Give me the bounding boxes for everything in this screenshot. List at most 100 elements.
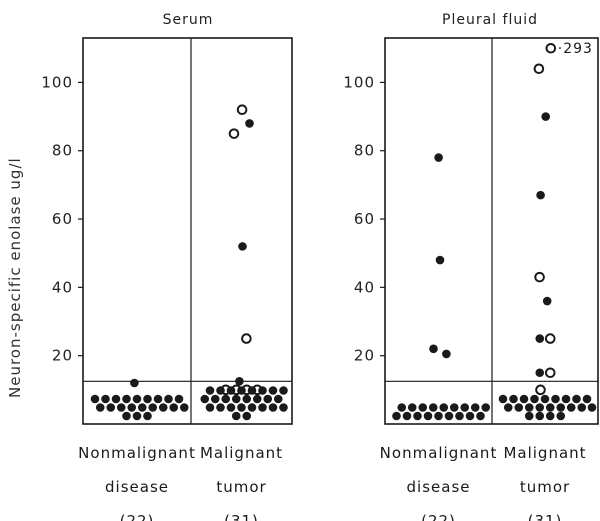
panel1-point-below-cutoff xyxy=(111,394,121,404)
panel2-point-below-cutoff xyxy=(572,394,581,404)
panel2-ytick-label: 100 xyxy=(343,73,375,91)
panel2-point-below-cutoff xyxy=(524,403,534,412)
panel1-category-label: disease xyxy=(105,478,169,496)
panel1-point-below-cutoff xyxy=(205,403,215,412)
panel1-ytick-label: 80 xyxy=(52,142,73,160)
panel1-point-filled xyxy=(130,378,139,388)
panel2-point-below-cutoff xyxy=(392,411,401,421)
panel1-point-below-cutoff xyxy=(216,403,225,412)
panel2-point-below-cutoff xyxy=(530,394,539,404)
panel2-point-filled xyxy=(429,344,438,354)
panel1-point-below-cutoff xyxy=(258,403,267,412)
panel2-point-below-cutoff xyxy=(545,403,555,412)
panel2-point-filled xyxy=(435,255,445,265)
panel2-point-below-cutoff xyxy=(587,403,597,412)
panel1-ytick-label: 100 xyxy=(41,73,73,91)
panel1-point-below-cutoff xyxy=(127,403,137,412)
panel2-point-below-cutoff xyxy=(397,403,407,412)
panel2-point-filled xyxy=(542,296,552,306)
panel2-point-below-cutoff xyxy=(551,394,560,404)
panel2-point-below-cutoff xyxy=(413,411,422,421)
panel2-category-label: disease xyxy=(407,478,471,496)
panel1-point-below-cutoff xyxy=(273,394,283,404)
panel1-point-below-cutoff xyxy=(148,403,158,412)
panel2-category-label: tumor xyxy=(520,478,570,496)
panel2-point-below-cutoff xyxy=(460,403,470,412)
panel2-point-below-cutoff xyxy=(509,394,518,404)
panel1-point-below-cutoff xyxy=(237,403,246,412)
panel1-point-below-cutoff xyxy=(247,386,257,395)
panel2-point-below-cutoff xyxy=(455,411,464,421)
panel2-point-below-cutoff xyxy=(498,394,508,404)
panel1-point-open xyxy=(241,333,252,344)
panel2-category-label: Nonmalignant xyxy=(380,444,498,462)
panel2-category-label: (22) xyxy=(421,512,456,521)
panel1-category-label: (22) xyxy=(120,512,155,521)
panel2-point-below-cutoff xyxy=(503,403,513,412)
panel1-point-below-cutoff xyxy=(268,403,278,412)
panel2-point-open xyxy=(544,333,556,344)
panel2-ytick-label: 20 xyxy=(354,347,375,365)
panel1-point-below-cutoff xyxy=(95,403,105,412)
panel1-point-below-cutoff xyxy=(237,386,246,395)
panel1-point-filled xyxy=(238,242,247,251)
panel1-point-filled xyxy=(235,377,244,386)
panel1-point-below-cutoff xyxy=(179,403,189,412)
panel2-point-below-cutoff xyxy=(582,394,592,404)
panel2-point-below-cutoff xyxy=(423,411,433,421)
panel1-point-below-cutoff xyxy=(268,386,278,395)
panel1-point-open xyxy=(228,128,240,139)
panel2-point-below-cutoff xyxy=(577,403,587,412)
panel2-point-open xyxy=(535,384,546,396)
panel1-point-below-cutoff xyxy=(231,394,241,404)
panel2-category-label: Malignant xyxy=(503,444,586,462)
panel2-point-below-cutoff xyxy=(481,403,491,412)
panel2-point-below-cutoff xyxy=(535,403,545,412)
panel1-point-below-cutoff xyxy=(158,403,168,412)
panel2-point-below-cutoff xyxy=(540,394,550,404)
panel2-point-below-cutoff xyxy=(444,411,454,421)
panel1-category-label: Malignant xyxy=(200,444,283,462)
panel1-point-below-cutoff xyxy=(242,411,252,421)
panel1-point-below-cutoff xyxy=(216,386,225,395)
panel2-point-below-cutoff xyxy=(524,411,534,421)
panel2-point-filled xyxy=(536,190,545,200)
panel1-point-filled xyxy=(245,119,254,128)
panel2-point-below-cutoff xyxy=(476,411,485,421)
panel1-point-below-cutoff xyxy=(226,386,236,395)
panel1-point-below-cutoff xyxy=(231,411,241,421)
panel2-point-filled xyxy=(434,153,443,162)
panel2-ytick-label: 40 xyxy=(354,278,375,296)
panel2-point-filled xyxy=(535,334,545,343)
panel1-point-below-cutoff xyxy=(221,394,231,404)
panel1-point-below-cutoff xyxy=(164,394,173,404)
panel1-point-below-cutoff xyxy=(106,403,116,412)
panel2-point-below-cutoff xyxy=(465,411,475,421)
panel2-point-below-cutoff xyxy=(418,403,428,412)
panel1-point-below-cutoff xyxy=(226,403,236,412)
panel1-point-below-cutoff xyxy=(137,403,147,412)
panel2-point-filled xyxy=(442,349,451,359)
panel1-ytick-label: 40 xyxy=(52,278,73,296)
panel2-point-filled xyxy=(541,112,550,121)
panel2-point-filled xyxy=(535,368,545,378)
panel1-point-below-cutoff xyxy=(132,394,142,404)
panel2-point-below-cutoff xyxy=(545,411,555,421)
panel1-point-below-cutoff xyxy=(247,403,257,412)
panel2-point-below-cutoff xyxy=(514,403,524,412)
panel1-point-below-cutoff xyxy=(200,394,210,404)
panel2-ytick-label: 60 xyxy=(354,210,375,228)
panel1-point-below-cutoff xyxy=(132,411,142,421)
panel2-point-below-cutoff xyxy=(519,394,529,404)
panel1-point-below-cutoff xyxy=(279,386,288,395)
panel1-category-label: Nonmalignant xyxy=(78,444,196,462)
panel2-category-label: (31) xyxy=(528,512,563,521)
panel2-point-below-cutoff xyxy=(561,394,571,404)
panel2-point-open xyxy=(534,271,545,283)
panel2-point-annotation: ·293 xyxy=(558,41,593,57)
panel2-point-below-cutoff xyxy=(566,403,576,412)
panel1-point-open xyxy=(236,104,248,116)
panel1-point-below-cutoff xyxy=(263,394,273,404)
panel1-ytick-label: 60 xyxy=(52,210,73,228)
